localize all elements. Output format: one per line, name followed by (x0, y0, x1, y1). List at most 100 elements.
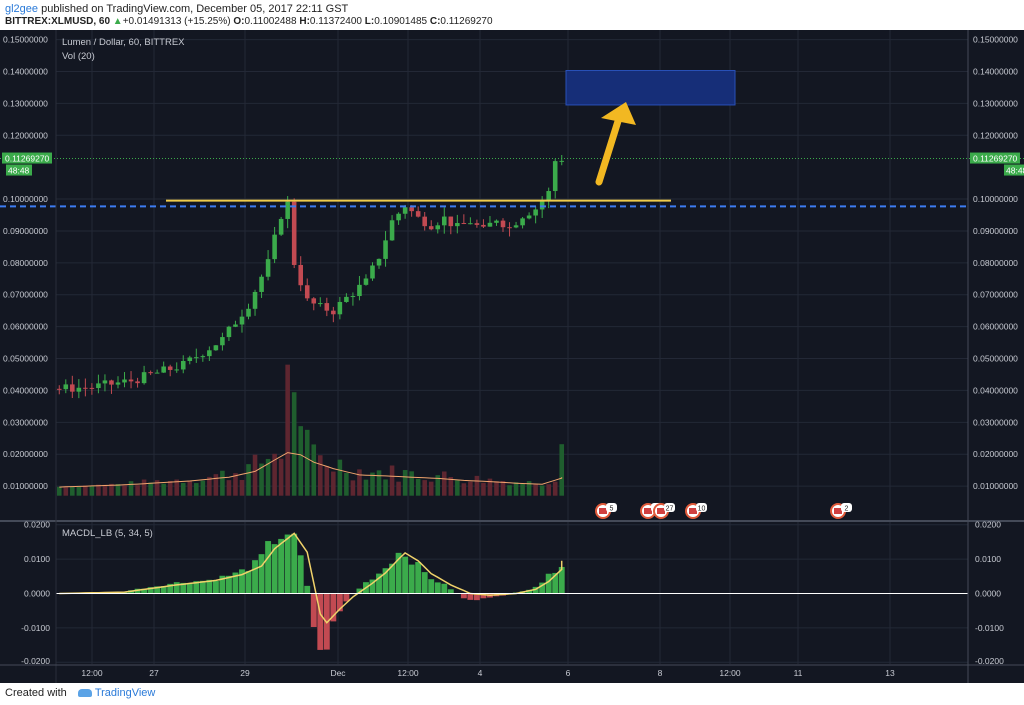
volume-bar (370, 472, 375, 496)
candle-body (76, 387, 82, 392)
x-tick-label: 29 (240, 668, 250, 678)
candle-body (552, 161, 558, 192)
y-tick-label-left: 0.02000000 (3, 449, 48, 459)
y-tick-label-left: 0.01000000 (3, 481, 48, 491)
macd-histogram-bar (206, 579, 213, 594)
macd-histogram-bar (558, 566, 565, 594)
publish-info: published on TradingView.com, December 0… (38, 3, 349, 15)
candle-body (272, 234, 277, 260)
volume-bar (76, 486, 82, 496)
chart-canvas[interactable]: 5227102 0.150000000.150000000.140000000.… (0, 30, 1024, 683)
volume-bar (187, 480, 193, 496)
macd-histogram-bar (154, 586, 161, 594)
macd-signal-line (59, 532, 563, 624)
y-tick-label-right: 0.02000000 (973, 449, 1018, 459)
candle-body (154, 372, 160, 374)
candle-body (148, 372, 153, 374)
candle-body (331, 310, 336, 315)
symbol-label: BITTREX:XLMUSD, 60 (5, 16, 111, 27)
candle-body (298, 264, 303, 286)
ohlc-line: BITTREX:XLMUSD, 60 ▲+0.01491313 (+15.25%… (5, 16, 493, 27)
close-label: C: (429, 16, 441, 27)
candle-body (291, 201, 297, 265)
macd-histogram-bar (141, 588, 148, 594)
volume-bar (265, 458, 271, 496)
volume-bar (272, 453, 277, 496)
candle-body (174, 369, 180, 371)
macd-histogram-bar (297, 555, 304, 594)
volume-bar (344, 472, 349, 496)
macd-histogram-bar (284, 534, 291, 594)
candle-body (383, 240, 388, 259)
candle-body (220, 337, 225, 346)
countdown-label-left: 48:48 (8, 166, 30, 176)
volume-bar (513, 482, 519, 496)
macd-histogram-bar (330, 593, 337, 622)
macd-histogram-bar (304, 585, 311, 594)
candle-body (344, 296, 349, 302)
created-with-label: Created with (5, 687, 67, 699)
y-tick-label-left: 0.07000000 (3, 290, 48, 300)
macd-histogram-bar (473, 593, 480, 601)
y-tick-label-left: 0.08000000 (3, 258, 48, 268)
candle-body (415, 211, 421, 217)
x-tick-label: 12:00 (397, 668, 419, 678)
candle-body (89, 387, 95, 389)
macd-histogram-bar (467, 593, 474, 600)
x-tick-label: 11 (794, 668, 803, 678)
event-badge-count: 5 (610, 506, 614, 513)
candle-body (363, 278, 369, 285)
y-tick-label-left: 0.04000000 (3, 385, 48, 395)
tradingview-link[interactable]: TradingView (94, 687, 156, 699)
candle-body (96, 383, 101, 389)
volume-bar (122, 485, 127, 496)
volume-bar (213, 474, 219, 496)
volume-bar (507, 485, 512, 496)
y-tick-label-right: 0.05000000 (973, 354, 1018, 364)
candle-body (396, 213, 401, 221)
volume-bar (415, 478, 421, 496)
volume-bar (539, 485, 545, 496)
candle-body (278, 218, 284, 235)
candle-body (167, 366, 173, 370)
low-label: L: (364, 16, 375, 27)
volume-bar (233, 473, 238, 496)
candle-body (161, 366, 166, 373)
macd-histogram-bar (212, 581, 219, 594)
candle-body (526, 215, 532, 219)
volume-bar (350, 480, 356, 496)
event-badge-count: 27 (666, 506, 674, 513)
macd-tick-label-right: -0.0100 (975, 623, 1004, 633)
volume-bar (128, 481, 134, 496)
event-badge[interactable]: 2 (830, 503, 852, 519)
volume-bar (246, 464, 251, 496)
candle-body (56, 388, 62, 390)
candle-body (311, 298, 317, 304)
volume-bar (533, 484, 538, 496)
volume-bar (285, 364, 290, 496)
macd-histogram-bar (160, 586, 167, 594)
volume-bar (389, 465, 395, 496)
y-tick-label-left: 0.03000000 (3, 417, 48, 427)
volume-bar (363, 479, 369, 496)
volume-bar (174, 479, 180, 496)
macd-tick-label-right: 0.0100 (975, 554, 1001, 564)
event-badge[interactable]: 10 (685, 503, 707, 519)
volume-bar (278, 458, 284, 496)
volume-bar (200, 480, 206, 496)
author-link[interactable]: gl2gee (5, 3, 39, 15)
macd-tick-label-left: -0.0100 (21, 623, 50, 633)
candle-body (63, 384, 69, 390)
candle-body (239, 316, 245, 325)
event-badge[interactable]: 27 (653, 503, 675, 519)
macd-histogram-bar (239, 569, 245, 594)
event-badge[interactable]: 5 (595, 503, 617, 519)
volume-bar (89, 486, 95, 496)
macd-histogram-bar (310, 593, 317, 628)
chart-title: Lumen / Dollar, 60, BITTREX (62, 37, 185, 48)
volume-bar (226, 480, 232, 496)
candle-body (187, 357, 193, 362)
tradingview-logo-icon (77, 689, 92, 698)
candle-body (389, 220, 395, 241)
candle-body (455, 223, 460, 227)
